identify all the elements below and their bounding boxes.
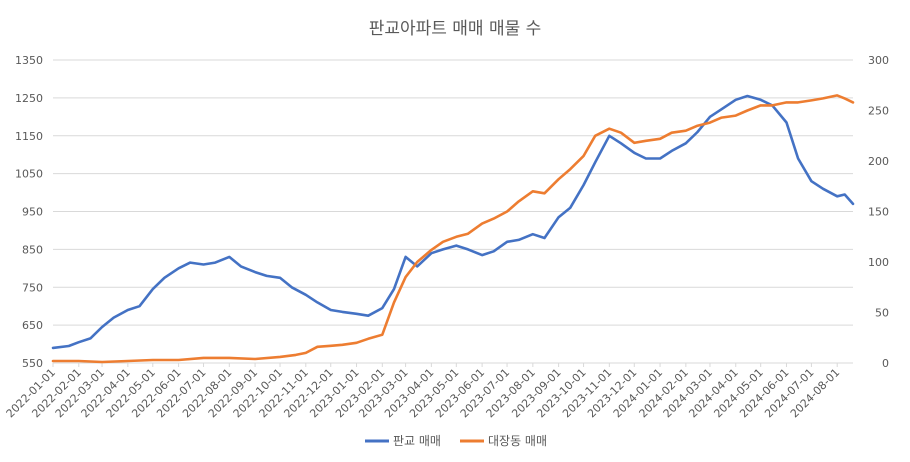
left-y-tick-label: 950 (22, 206, 43, 219)
left-y-axis: 550 650 750 850 950 1050 1150 1250 1350 (15, 54, 43, 370)
series-layer (51, 94, 855, 364)
right-y-tick-label: 300 (868, 54, 889, 67)
right-y-tick-label: 0 (882, 357, 889, 370)
legend-label: 대장동 매매 (488, 434, 547, 448)
series-line-2 (51, 94, 855, 364)
left-y-tick-label: 750 (22, 281, 43, 294)
chart-title: 판교아파트 매매 매물 수 (369, 19, 542, 39)
left-y-tick-label: 1050 (15, 168, 43, 181)
left-y-tick-label: 650 (22, 319, 43, 332)
left-y-tick-label: 1350 (15, 54, 43, 67)
right-y-tick-label: 250 (868, 105, 889, 118)
right-y-tick-label: 200 (868, 155, 889, 168)
right-y-axis: 0 50 100 150 200 250 300 (868, 54, 889, 370)
right-y-tick-label: 50 (875, 307, 889, 320)
series-line-1 (51, 94, 855, 350)
right-y-tick-label: 100 (868, 256, 889, 269)
left-y-tick-label: 1150 (15, 130, 43, 143)
left-y-tick-label: 850 (22, 243, 43, 256)
legend-label: 판교 매매 (393, 434, 441, 448)
left-y-tick-label: 1250 (15, 92, 43, 105)
right-y-tick-label: 150 (868, 206, 889, 219)
left-y-tick-label: 550 (22, 357, 43, 370)
legend: 판교 매매 대장동 매매 (365, 434, 547, 448)
